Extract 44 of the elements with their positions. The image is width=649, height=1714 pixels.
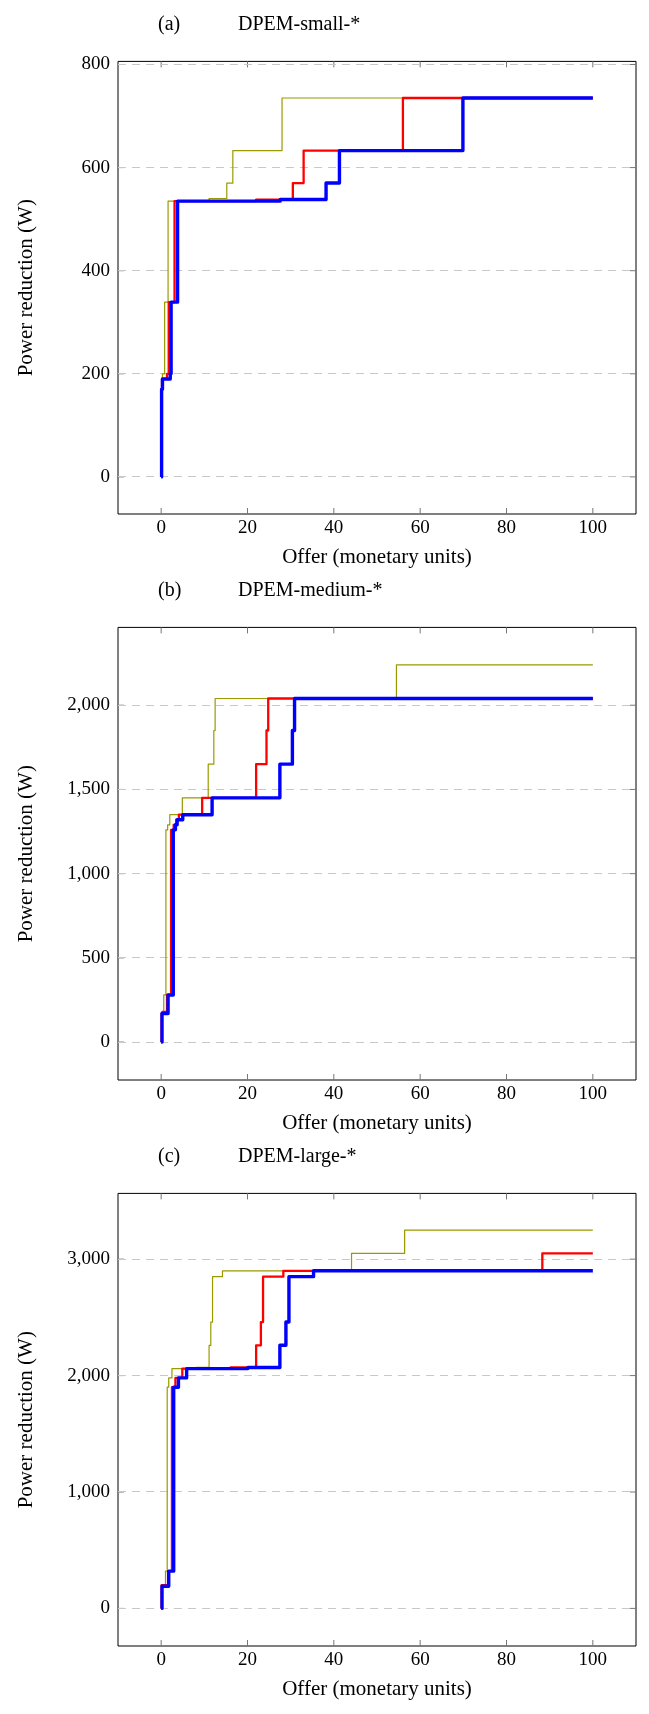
y-tick-label: 800 bbox=[81, 52, 110, 74]
x-tick-label: 80 bbox=[497, 1082, 516, 1104]
y-tick-label: 0 bbox=[100, 1030, 110, 1052]
x-axis-title: Offer (monetary units) bbox=[282, 543, 472, 568]
x-tick-label: 0 bbox=[156, 1082, 166, 1104]
y-tick-label: 0 bbox=[100, 464, 110, 486]
y-tick-label: 400 bbox=[81, 258, 110, 280]
x-tick-label: 100 bbox=[578, 516, 608, 538]
x-tick-label: 100 bbox=[578, 1082, 608, 1104]
x-tick-label: 20 bbox=[238, 1082, 257, 1104]
x-tick-label: 80 bbox=[497, 1648, 516, 1670]
y-axis-title: Power reduction (W) bbox=[13, 765, 38, 943]
x-tick-label: 20 bbox=[238, 516, 257, 538]
text: (b) bbox=[158, 578, 182, 601]
x-tick-label: 40 bbox=[324, 1082, 344, 1104]
x-axis-title: Offer (monetary units) bbox=[282, 1109, 472, 1134]
y-tick-label: 1,000 bbox=[67, 1479, 110, 1501]
x-tick-label: 60 bbox=[410, 1082, 430, 1104]
y-tick-label: 3,000 bbox=[67, 1247, 110, 1269]
text: (c) bbox=[158, 1144, 181, 1167]
x-tick-label: 0 bbox=[156, 1648, 166, 1670]
y-tick-label: 200 bbox=[81, 361, 110, 383]
x-tick-label: 40 bbox=[324, 1648, 344, 1670]
y-tick-label: 500 bbox=[81, 945, 110, 967]
x-tick-label: 100 bbox=[578, 1648, 608, 1670]
y-tick-label: 1,000 bbox=[67, 861, 110, 883]
y-axis-title: Power reduction (W) bbox=[13, 199, 38, 377]
x-tick-label: 40 bbox=[324, 516, 344, 538]
chart-title: DPEM-medium-* bbox=[238, 578, 383, 601]
chart-title: DPEM-large-* bbox=[238, 1144, 357, 1167]
y-tick-label: 0 bbox=[100, 1596, 110, 1618]
x-tick-label: 60 bbox=[410, 516, 430, 538]
y-axis-title: Power reduction (W) bbox=[13, 1331, 38, 1509]
x-tick-label: 80 bbox=[497, 516, 516, 538]
x-axis-title: Offer (monetary units) bbox=[282, 1675, 472, 1700]
x-tick-label: 60 bbox=[410, 1648, 430, 1670]
text: (a) bbox=[158, 12, 181, 35]
chart-title: DPEM-small-* bbox=[238, 12, 361, 35]
x-tick-label: 20 bbox=[238, 1648, 257, 1670]
y-tick-label: 1,500 bbox=[67, 777, 110, 799]
x-tick-label: 0 bbox=[156, 516, 166, 538]
y-tick-label: 600 bbox=[81, 155, 110, 177]
y-tick-label: 2,000 bbox=[67, 693, 110, 715]
y-tick-label: 2,000 bbox=[67, 1363, 110, 1385]
